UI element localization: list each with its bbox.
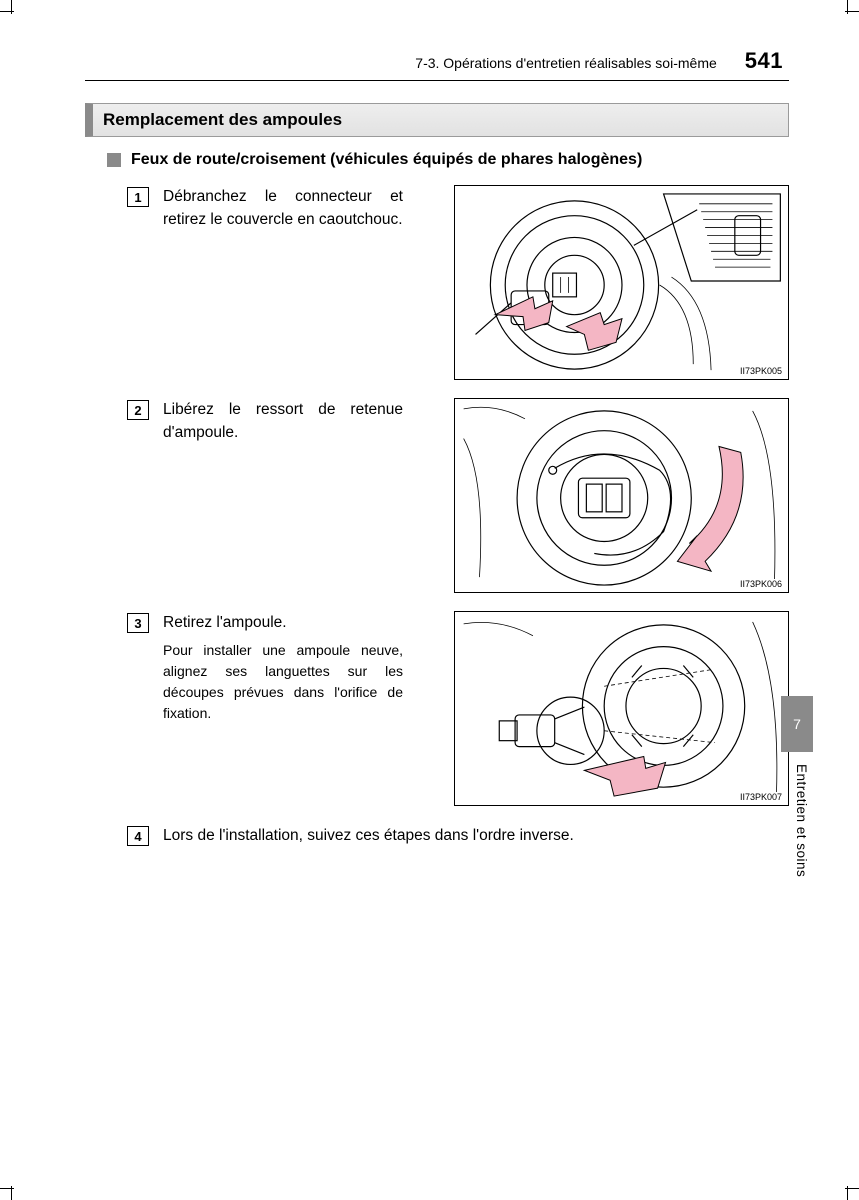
subsection-title: Feux de route/croisement (véhicules équi… <box>131 151 642 169</box>
step-body: Libérez le ressort de retenue d'ampoule. <box>163 398 440 445</box>
step-figure: II73PK005 <box>454 185 789 380</box>
step-3: 3 Retirez l'ampoule. Pour installer une … <box>127 611 789 806</box>
step-figure: II73PK006 <box>454 398 789 593</box>
step-text: Débranchez le connecteur et retirez le c… <box>163 185 403 232</box>
figure-code: II73PK005 <box>738 366 784 376</box>
section-breadcrumb: 7-3. Opérations d'entretien réalisables … <box>415 55 717 71</box>
step-4: 4 Lors de l'installation, suivez ces éta… <box>127 824 789 847</box>
square-bullet-icon <box>107 153 121 167</box>
chapter-number: 7 <box>793 716 801 732</box>
page-header: 7-3. Opérations d'entretien réalisables … <box>85 48 789 74</box>
step-text: Libérez le ressort de retenue d'ampoule. <box>163 398 403 445</box>
retaining-spring-illustration <box>455 399 788 592</box>
chapter-tab: 7 <box>781 696 813 752</box>
step-body: Retirez l'ampoule. Pour installer une am… <box>163 611 440 724</box>
step-body: Débranchez le connecteur et retirez le c… <box>163 185 440 232</box>
step-subtext: Pour installer une ampoule neuve, aligne… <box>163 640 403 724</box>
figure-code: II73PK006 <box>738 579 784 589</box>
step-body: Lors de l'installation, suivez ces étape… <box>163 824 789 847</box>
chapter-label: Entretien et soins <box>794 764 809 877</box>
headlight-connector-illustration <box>455 186 788 379</box>
step-text: Lors de l'installation, suivez ces étape… <box>163 824 789 847</box>
step-1: 1 Débranchez le connecteur et retirez le… <box>127 185 789 380</box>
step-number-box: 2 <box>127 400 149 420</box>
step-text: Retirez l'ampoule. <box>163 611 403 634</box>
step-2: 2 Libérez le ressort de retenue d'ampoul… <box>127 398 789 593</box>
step-figure: II73PK007 <box>454 611 789 806</box>
step-number-box: 1 <box>127 187 149 207</box>
step-number-box: 3 <box>127 613 149 633</box>
figure-code: II73PK007 <box>738 792 784 802</box>
bulb-removal-illustration <box>455 612 788 805</box>
page-number: 541 <box>745 48 783 74</box>
step-number-box: 4 <box>127 826 149 846</box>
subsection-heading: Feux de route/croisement (véhicules équi… <box>107 151 789 169</box>
header-rule <box>85 80 789 81</box>
section-title-bar: Remplacement des ampoules <box>85 103 789 137</box>
page: 7-3. Opérations d'entretien réalisables … <box>0 0 859 1200</box>
section-title: Remplacement des ampoules <box>103 110 342 129</box>
